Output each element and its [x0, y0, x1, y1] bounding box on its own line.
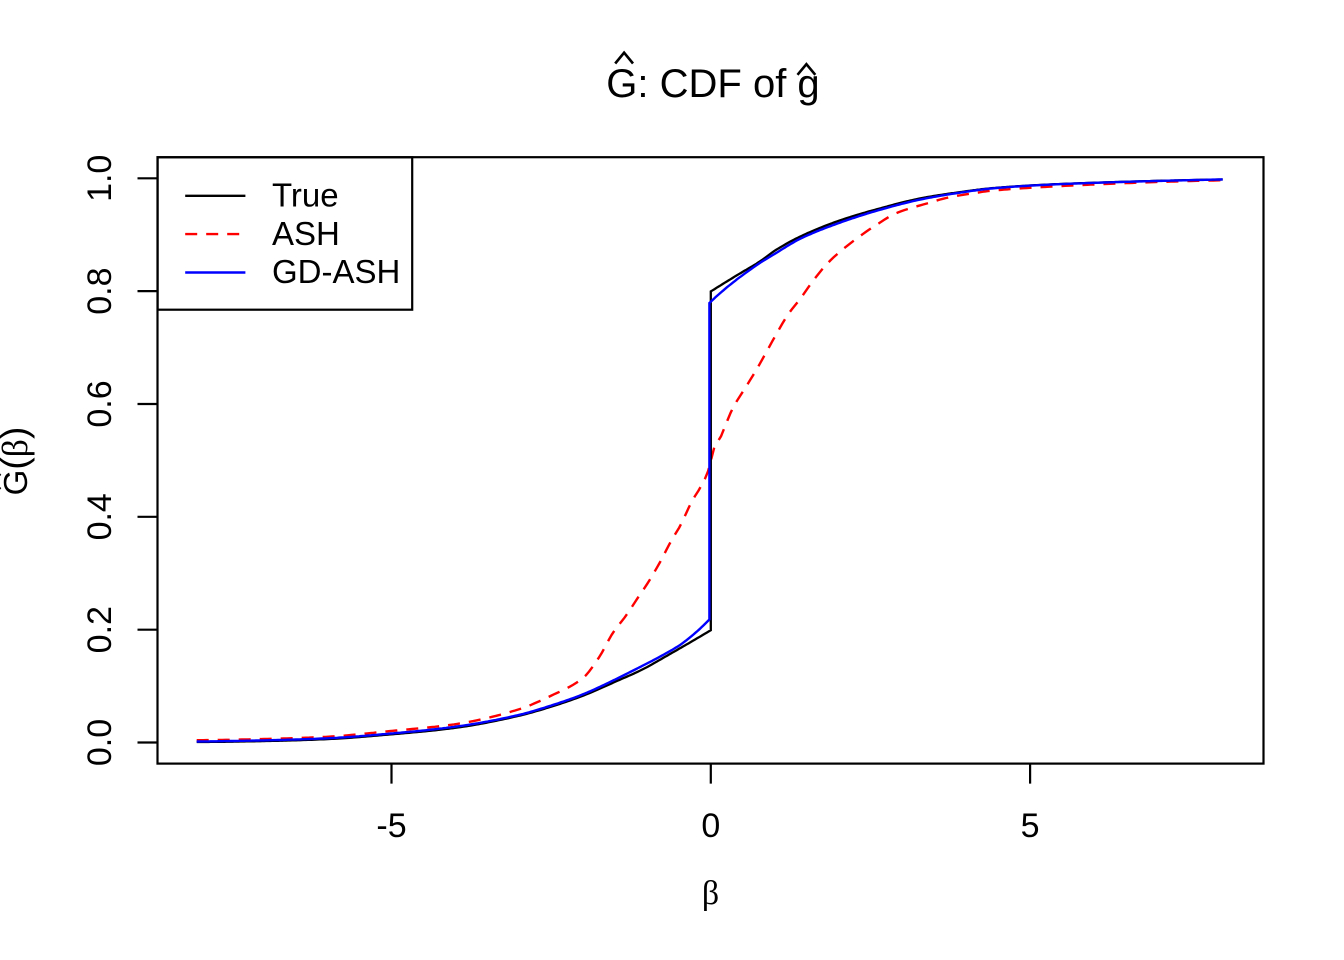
svg-text:G(β): G(β)	[0, 427, 35, 496]
svg-text:0.4: 0.4	[81, 493, 119, 540]
svg-text:β: β	[702, 875, 719, 912]
svg-text:GD-ASH: GD-ASH	[272, 253, 400, 290]
svg-text:0.0: 0.0	[81, 719, 119, 766]
svg-text:0.6: 0.6	[81, 380, 119, 427]
svg-text:0.8: 0.8	[81, 267, 119, 314]
svg-text:5: 5	[1021, 807, 1040, 845]
svg-text:-5: -5	[376, 807, 406, 845]
svg-text:G: CDF of g: G: CDF of g	[606, 62, 819, 106]
svg-text:True: True	[272, 177, 339, 214]
svg-text:ASH: ASH	[272, 215, 340, 252]
svg-text:1.0: 1.0	[81, 155, 119, 202]
svg-text:0.2: 0.2	[81, 606, 119, 653]
svg-text:0: 0	[701, 807, 720, 845]
